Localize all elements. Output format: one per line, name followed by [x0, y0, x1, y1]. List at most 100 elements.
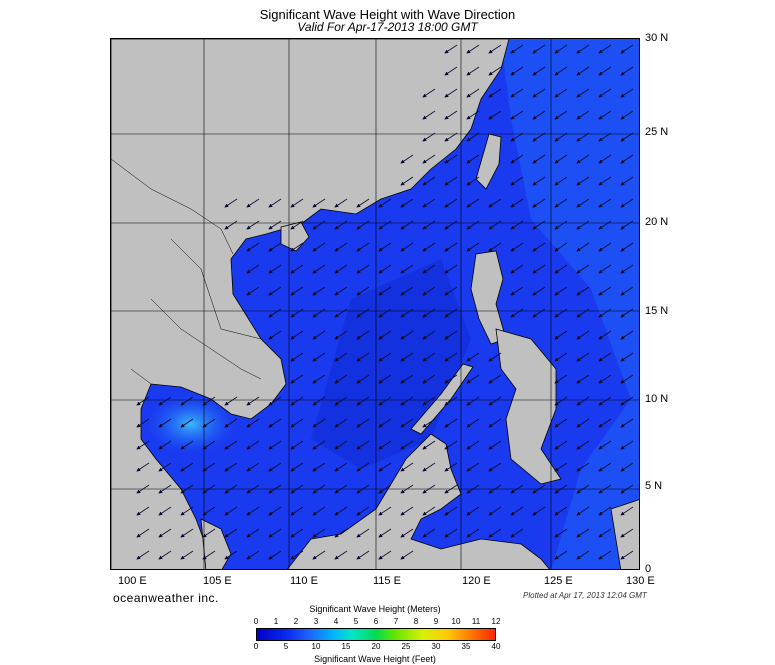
wave-arrow [532, 44, 546, 54]
wave-arrow [444, 154, 458, 164]
wave-arrow [378, 374, 392, 384]
wave-arrow [532, 286, 546, 296]
wave-arrow [444, 220, 458, 230]
wave-arrow [444, 176, 458, 186]
map-subtitle: Valid For Apr-17-2013 18:00 GMT [297, 20, 478, 34]
wave-arrow [554, 44, 568, 54]
wave-arrow [136, 484, 150, 494]
wave-arrow [334, 286, 348, 296]
wave-arrow [312, 352, 326, 362]
wave-arrow [268, 550, 282, 560]
wave-arrow [400, 176, 414, 186]
wave-arrow [510, 176, 524, 186]
wave-arrow [510, 44, 524, 54]
wave-arrow [378, 264, 392, 274]
wave-arrow [334, 396, 348, 406]
wave-arrow [312, 286, 326, 296]
map-title: Significant Wave Height with Wave Direct… [259, 7, 516, 22]
wave-arrow [576, 242, 590, 252]
wave-arrow [136, 462, 150, 472]
wave-arrow [136, 440, 150, 450]
wave-arrow [466, 110, 480, 120]
wave-arrow [422, 418, 436, 428]
wave-arrow [422, 484, 436, 494]
lon-label-110e: 110 E [290, 575, 318, 587]
wave-arrow [378, 462, 392, 472]
wave-arrow [400, 352, 414, 362]
wave-arrow [488, 462, 502, 472]
wave-arrow [224, 506, 238, 516]
wave-arrow [488, 110, 502, 120]
wave-arrow [224, 440, 238, 450]
wave-arrow [532, 66, 546, 76]
wave-arrow [466, 506, 480, 516]
wave-arrow [466, 220, 480, 230]
wave-arrow [576, 154, 590, 164]
wave-arrow [400, 462, 414, 472]
wave-arrow [422, 132, 436, 142]
wave-arrow [510, 88, 524, 98]
lat-label-30n: 30 N [645, 32, 669, 44]
wave-arrow [598, 220, 612, 230]
wave-arrow [378, 440, 392, 450]
wave-arrow [488, 506, 502, 516]
meter-tick: 6 [373, 617, 379, 626]
wave-arrow [620, 308, 634, 318]
wave-arrow [444, 132, 458, 142]
wave-arrow [312, 330, 326, 340]
wave-arrow [532, 220, 546, 230]
wave-arrow [290, 286, 304, 296]
wave-arrow [400, 440, 414, 450]
brand-text: oceanweather inc. [113, 591, 219, 605]
wave-arrow [576, 44, 590, 54]
lon-label-105e: 105 E [203, 575, 232, 587]
wave-arrow [466, 44, 480, 54]
wave-arrow [378, 352, 392, 362]
wave-arrow [400, 198, 414, 208]
wave-arrow [290, 550, 304, 560]
wave-arrow [620, 352, 634, 362]
wave-arrow [620, 418, 634, 428]
wave-arrow [268, 220, 282, 230]
wave-arrow [246, 264, 260, 274]
wave-arrow [400, 264, 414, 274]
wave-arrow [136, 396, 150, 406]
wave-arrow [202, 418, 216, 428]
wave-arrow [466, 440, 480, 450]
wave-arrow [422, 242, 436, 252]
wave-arrow [554, 176, 568, 186]
wave-arrow [334, 374, 348, 384]
wave-arrow [400, 154, 414, 164]
wave-arrow [378, 396, 392, 406]
wave-arrow [334, 506, 348, 516]
wave-arrow [510, 66, 524, 76]
wave-arrow [356, 484, 370, 494]
wave-arrow [268, 264, 282, 274]
wave-arrow [334, 528, 348, 538]
wave-arrow [598, 506, 612, 516]
meter-tick: 7 [393, 617, 399, 626]
wave-arrow [444, 440, 458, 450]
wave-arrow [202, 528, 216, 538]
wave-arrow [224, 198, 238, 208]
wave-arrow [356, 264, 370, 274]
wave-arrow [422, 396, 436, 406]
wave-arrow [598, 286, 612, 296]
lat-label-20n: 20 N [645, 216, 669, 228]
wave-arrow [510, 132, 524, 142]
feet-tick: 30 [431, 642, 441, 651]
wave-arrow [444, 374, 458, 384]
wave-arrow [554, 308, 568, 318]
wave-arrow [356, 352, 370, 362]
wave-arrow [246, 396, 260, 406]
wave-arrow [180, 528, 194, 538]
wave-arrow [312, 484, 326, 494]
wave-arrow [488, 44, 502, 54]
wave-arrow [312, 264, 326, 274]
wave-arrow [290, 506, 304, 516]
wave-arrow [466, 484, 480, 494]
wave-arrow [290, 330, 304, 340]
wave-arrow [356, 550, 370, 560]
wave-arrow [554, 132, 568, 142]
feet-tick: 20 [371, 642, 381, 651]
